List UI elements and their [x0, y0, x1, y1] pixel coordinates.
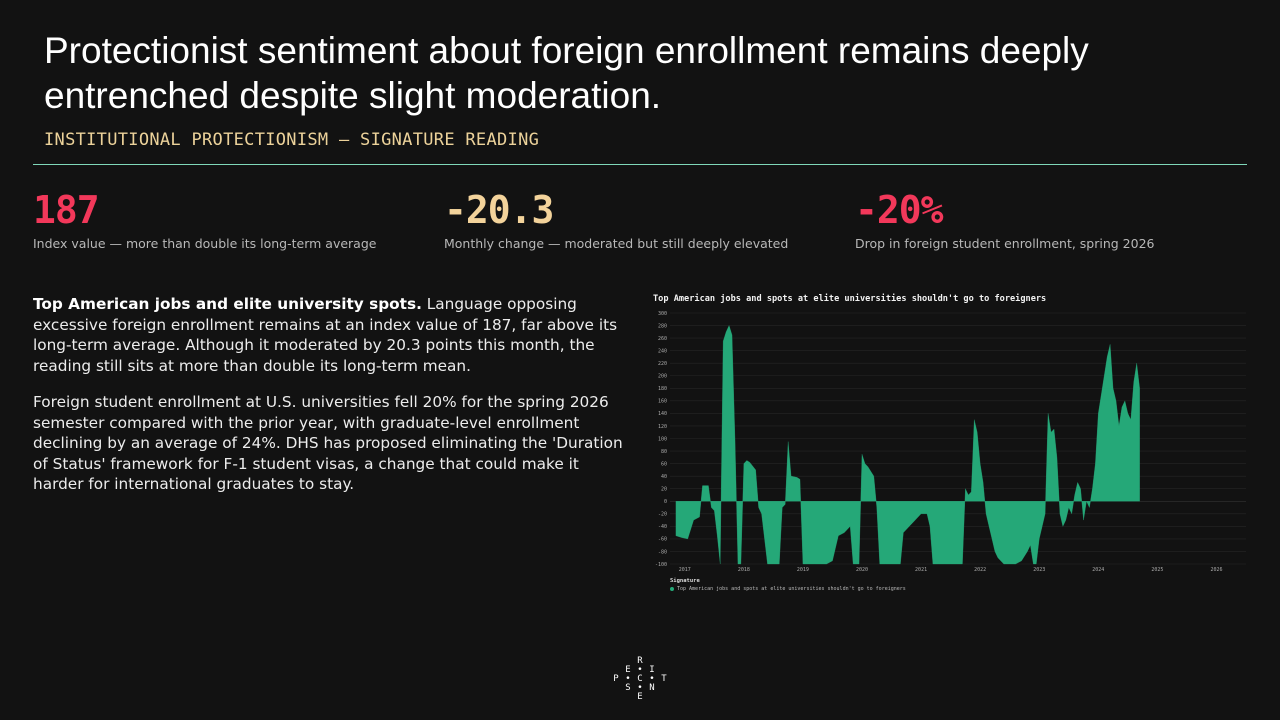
- y-tick-label: 160: [658, 399, 667, 405]
- y-tick-label: 100: [658, 436, 667, 442]
- legend-swatch: [670, 587, 674, 591]
- y-tick-label: 20: [661, 487, 667, 493]
- logo-glyph: •: [649, 674, 655, 684]
- legend-title: Signature: [670, 578, 700, 584]
- x-tick-label: 2023: [1033, 567, 1045, 573]
- logo-glyph: T: [661, 674, 667, 684]
- y-tick-label: 140: [658, 411, 667, 417]
- logo-glyph: R: [637, 656, 643, 666]
- y-tick-label: 280: [658, 323, 667, 329]
- y-tick-label: -20: [658, 512, 667, 518]
- y-tick-label: 200: [658, 374, 667, 380]
- page-subtitle: INSTITUTIONAL PROTECTIONISM — SIGNATURE …: [44, 130, 540, 150]
- chart-title: Top American jobs and spots at elite uni…: [653, 294, 1047, 304]
- logo-glyph: E: [625, 665, 631, 675]
- x-tick-label: 2018: [738, 567, 750, 573]
- y-tick-label: 260: [658, 336, 667, 342]
- logo-glyph: I: [649, 665, 655, 675]
- stat-enrollment-drop: -20% Drop in foreign student enrollment,…: [855, 188, 1155, 251]
- body-lead-bold: Top American jobs and elite university s…: [33, 295, 422, 313]
- logo-glyph: S: [625, 683, 631, 693]
- logo-glyph: C: [637, 674, 643, 684]
- x-tick-label: 2020: [856, 567, 868, 573]
- x-tick-label: 2017: [679, 567, 691, 573]
- body-paragraph-2: Foreign student enrollment at U.S. unive…: [33, 393, 623, 493]
- x-tick-label: 2024: [1092, 567, 1104, 573]
- stat-caption: Monthly change — moderated but still dee…: [444, 236, 789, 251]
- stat-monthly-change: -20.3 Monthly change — moderated but sti…: [444, 188, 788, 251]
- x-tick-label: 2025: [1151, 567, 1163, 573]
- logo-glyph: E: [637, 692, 643, 702]
- brand-logo: R E • I P • C • T S • N E: [612, 656, 668, 702]
- y-tick-label: -60: [658, 537, 667, 543]
- y-tick-label: 60: [661, 461, 667, 467]
- logo-glyph: •: [637, 665, 643, 675]
- legend-label: Top American jobs and spots at elite uni…: [677, 586, 906, 592]
- stat-value: -20%: [855, 188, 944, 232]
- logo-glyph: P: [613, 674, 619, 684]
- x-tick-label: 2026: [1210, 567, 1222, 573]
- legend-item: Top American jobs and spots at elite uni…: [670, 586, 906, 592]
- y-tick-label: -100: [655, 562, 667, 568]
- y-tick-label: 0: [664, 499, 667, 505]
- y-tick-label: 40: [661, 474, 667, 480]
- header-divider: [33, 164, 1247, 165]
- y-tick-label: 220: [658, 361, 667, 367]
- y-tick-label: -80: [658, 549, 667, 555]
- chart-svg: 3002802602402202001801601401201008060402…: [655, 311, 1246, 573]
- chart: Top American jobs and spots at elite uni…: [648, 290, 1250, 600]
- y-tick-label: 300: [658, 311, 667, 317]
- body-lead-rest: Language opposing excessive foreign enro…: [33, 295, 618, 375]
- stat-value: -20.3: [444, 188, 554, 232]
- x-tick-label: 2019: [797, 567, 809, 573]
- stat-caption: Index value — more than double its long-…: [33, 236, 377, 251]
- body-paragraph-1: Top American jobs and elite university s…: [33, 294, 633, 376]
- x-tick-label: 2021: [915, 567, 927, 573]
- x-tick-label: 2022: [974, 567, 986, 573]
- stat-index-value: 187 Index value — more than double its l…: [33, 188, 376, 251]
- y-tick-label: 120: [658, 424, 667, 430]
- logo-glyph: N: [649, 683, 655, 693]
- y-tick-label: 80: [661, 449, 667, 455]
- series-area: [675, 325, 1140, 565]
- chart-legend: Signature Top American jobs and spots at…: [670, 578, 906, 592]
- logo-glyph: •: [637, 683, 643, 693]
- logo-glyph: •: [625, 674, 631, 684]
- y-tick-label: -40: [658, 524, 667, 530]
- stat-caption: Drop in foreign student enrollment, spri…: [855, 236, 1155, 251]
- stat-value: 187: [33, 188, 100, 232]
- body-text: Top American jobs and elite university s…: [33, 294, 633, 511]
- page-title: Protectionist sentiment about foreign en…: [44, 30, 1089, 116]
- y-tick-label: 180: [658, 386, 667, 392]
- y-tick-label: 240: [658, 348, 667, 354]
